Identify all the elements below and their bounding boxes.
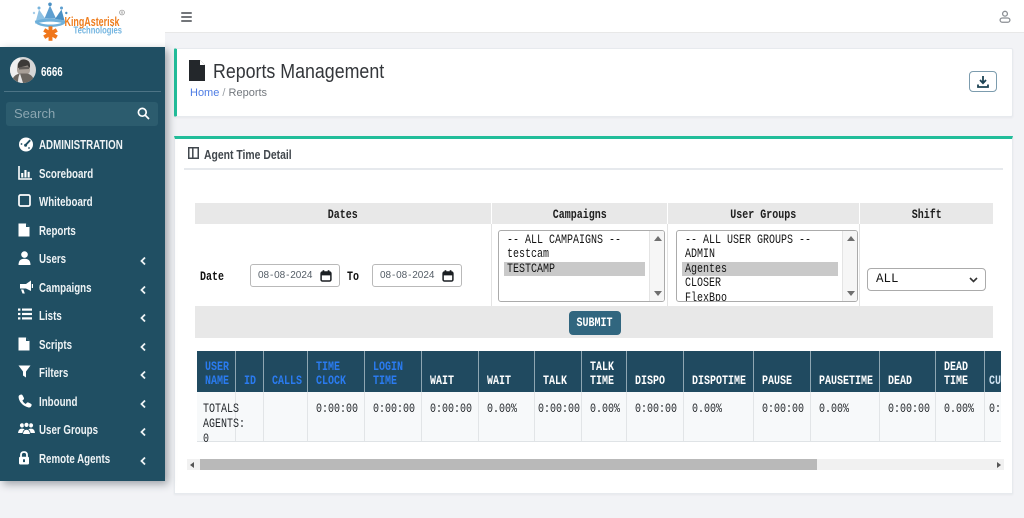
svg-text:R: R [121, 11, 124, 15]
svg-text:KingAsterisk: KingAsterisk [65, 15, 120, 29]
svg-text:Technologies: Technologies [74, 26, 123, 37]
